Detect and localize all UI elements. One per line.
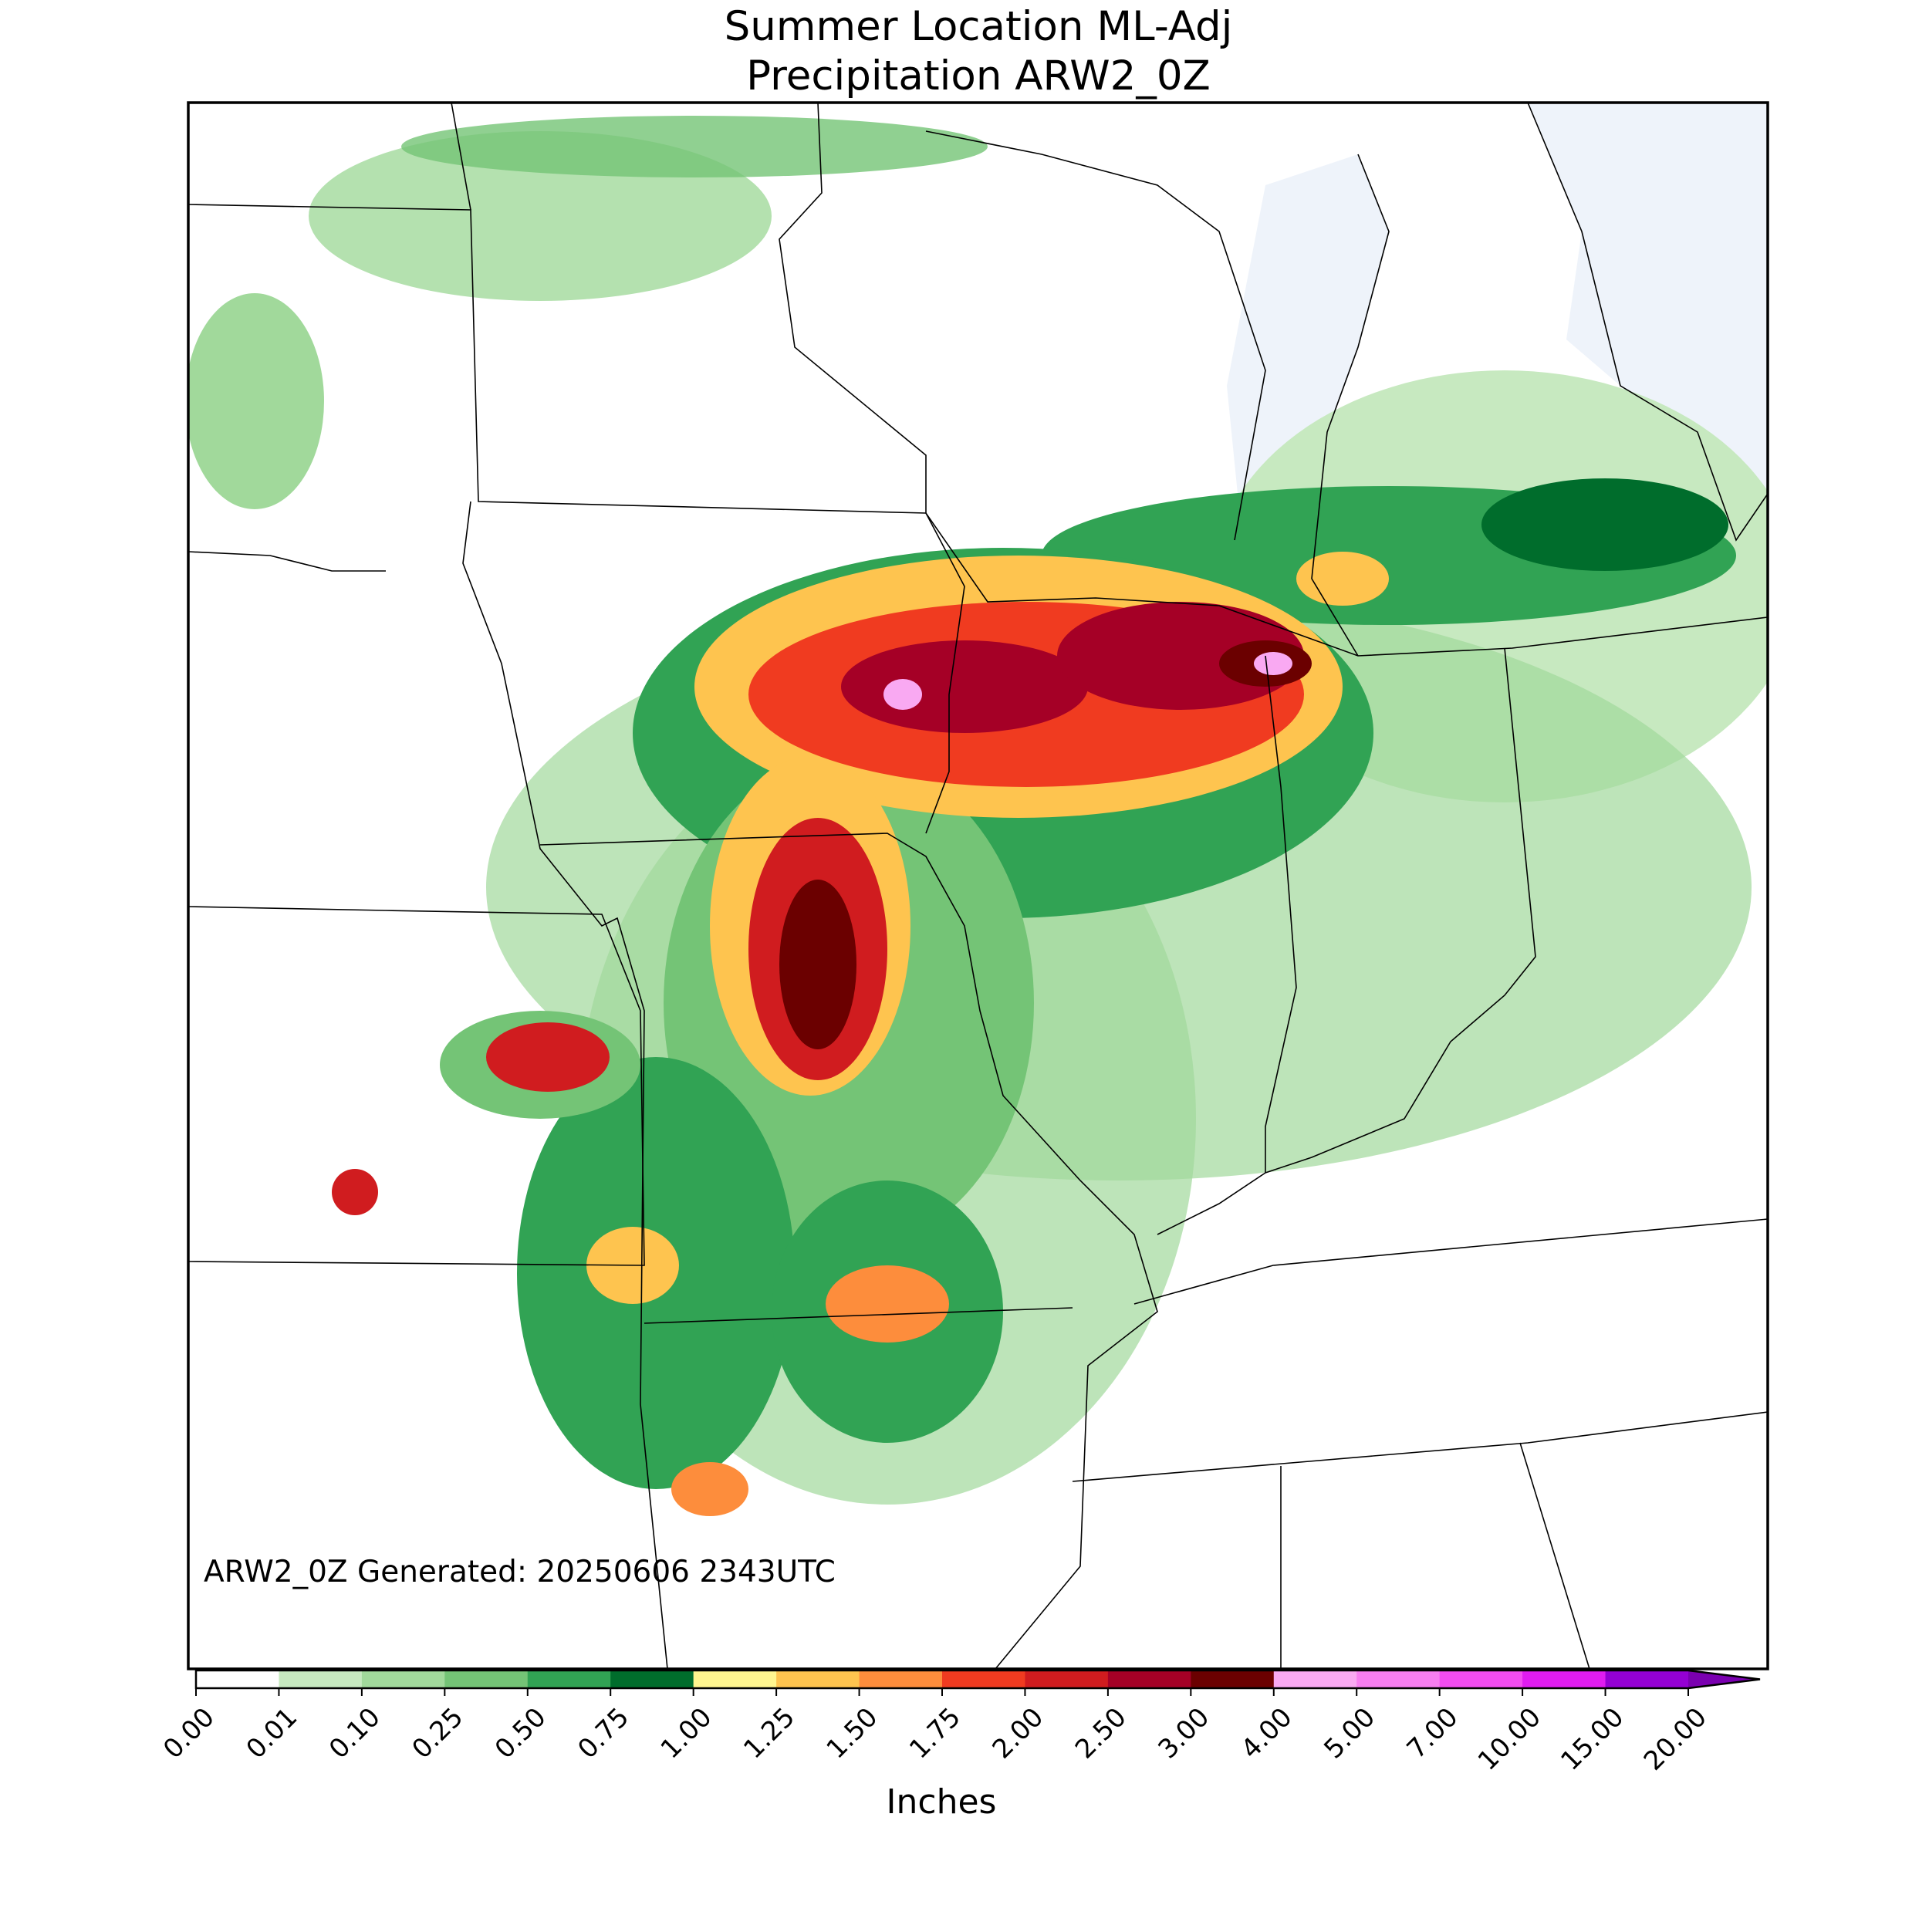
- colorbar-tick-label: 3.00: [1152, 1702, 1215, 1765]
- colorbar-tick-label: 0.10: [323, 1702, 387, 1765]
- colorbar-segment: [1522, 1670, 1606, 1688]
- colorbar-segment: [693, 1670, 777, 1688]
- colorbar-segment: [1439, 1670, 1523, 1688]
- colorbar-segment: [942, 1670, 1025, 1688]
- title-line: Precipitation ARW2_0Z: [746, 52, 1211, 100]
- colorbar-segment: [196, 1670, 279, 1688]
- title-line: Summer Location ML-Adj: [725, 3, 1233, 50]
- colorbar-segment: [1273, 1670, 1357, 1688]
- map: [188, 103, 1768, 1669]
- colorbar-segment: [776, 1670, 860, 1688]
- annotation: ARW2_0Z Generated: 20250606 2343UTC: [204, 1555, 836, 1589]
- colorbar-tick-label: 15.00: [1555, 1702, 1630, 1777]
- colorbar: 0.00 0.01 0.10 0.25 0.50 0.75 1.00 1.25 1.50 1.75…: [157, 1669, 1761, 1777]
- colorbar-tick-label: 0.75: [572, 1702, 635, 1765]
- colorbar-tick-label: 0.25: [406, 1702, 469, 1765]
- colorbar-extend: [1688, 1670, 1760, 1688]
- colorbar-segment: [1356, 1670, 1441, 1688]
- colorbar-label: Inches: [887, 1782, 997, 1822]
- colorbar-tick-label: 1.50: [821, 1702, 884, 1765]
- colorbar-segment: [1107, 1670, 1191, 1688]
- colorbar-segment: [1191, 1670, 1275, 1688]
- colorbar-tick-label: 10.00: [1472, 1702, 1547, 1777]
- state-borders: [188, 103, 1768, 1669]
- colorbar-segment: [610, 1670, 694, 1688]
- colorbar-tick-label: 0.00: [157, 1702, 221, 1765]
- colorbar-tick-label: 5.00: [1318, 1702, 1381, 1765]
- colorbar-tick-label: 4.00: [1235, 1702, 1299, 1765]
- colorbar-segment: [1025, 1670, 1109, 1688]
- colorbar-outline: [194, 1669, 1761, 1690]
- colorbar-tick-label: 20.00: [1638, 1702, 1713, 1777]
- map-frame: [187, 101, 1769, 1670]
- colorbar-tick-label: 1.00: [655, 1702, 718, 1765]
- colorbar-segment: [859, 1670, 943, 1688]
- colorbar-tick-label: 0.01: [241, 1702, 304, 1765]
- colorbar-segment: [279, 1670, 363, 1688]
- colorbar-tick-label: 1.25: [738, 1702, 801, 1765]
- colorbar-tick-label: 7.00: [1401, 1702, 1464, 1765]
- colorbar-segment: [527, 1670, 611, 1688]
- colorbar-tick-label: 2.00: [987, 1702, 1050, 1765]
- lake: [1227, 154, 1389, 540]
- colorbar-segment: [1605, 1670, 1689, 1688]
- colorbar-tick-label: 2.50: [1069, 1702, 1133, 1765]
- colorbar-segment: [361, 1670, 445, 1688]
- precip-field: [188, 116, 1768, 1516]
- colorbar-tick-label: 0.50: [489, 1702, 552, 1765]
- colorbar-tick-label: 1.75: [904, 1702, 967, 1765]
- colorbar-segment: [444, 1670, 529, 1688]
